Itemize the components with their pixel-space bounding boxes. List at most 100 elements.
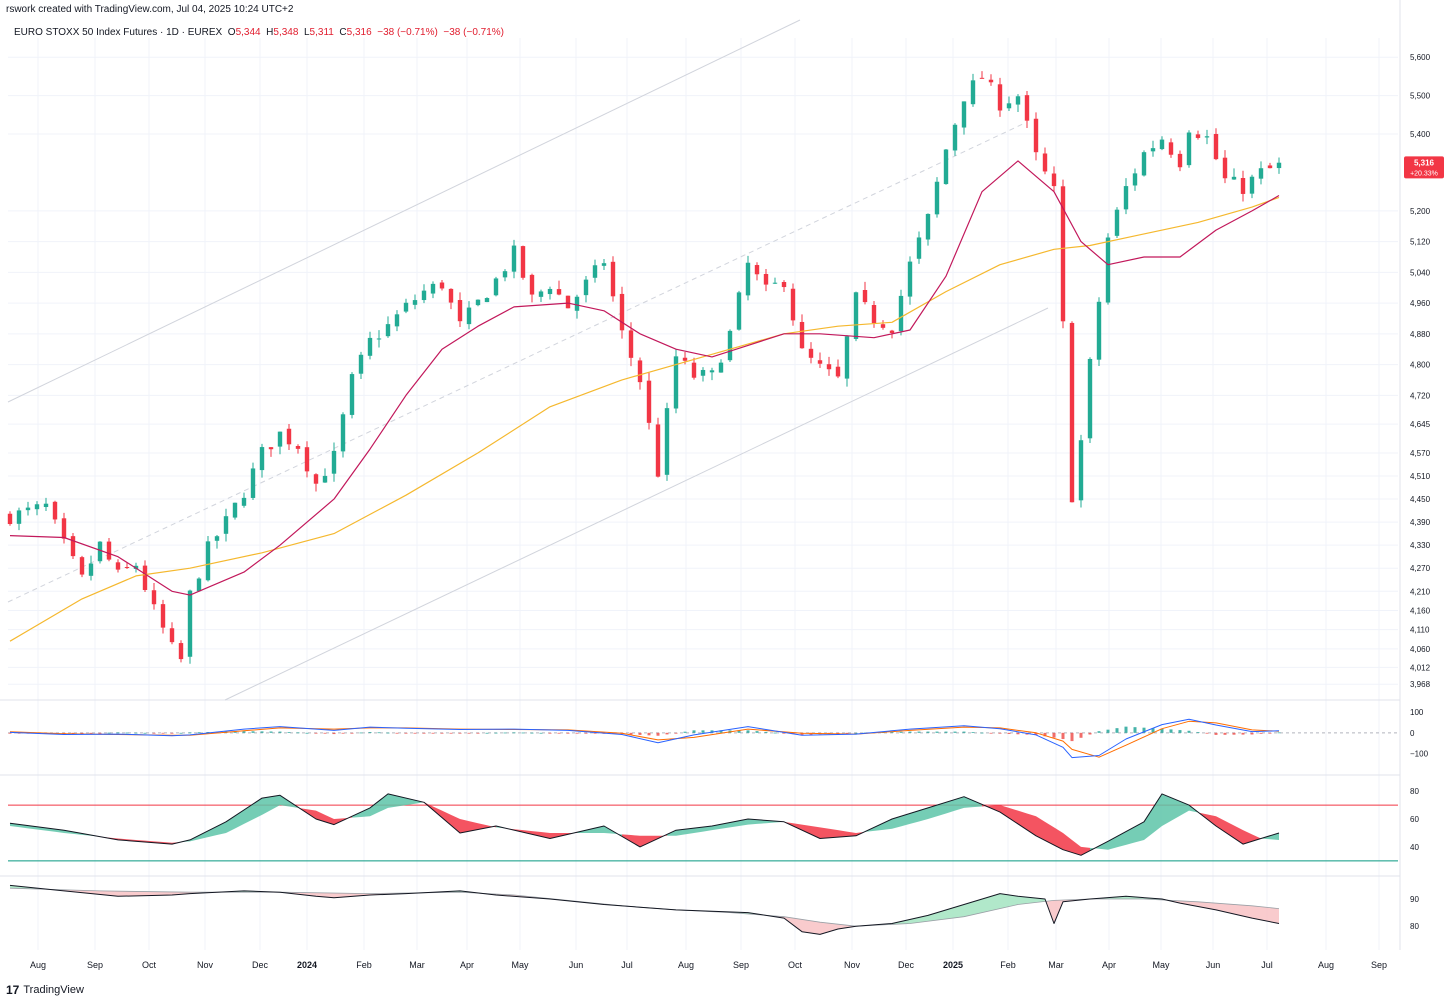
macd-histogram-bar <box>98 732 102 734</box>
macd-histogram-bar <box>1079 732 1083 738</box>
candle-body <box>637 360 643 383</box>
breadth-fill-segment <box>1207 902 1216 910</box>
candle-body <box>223 516 229 534</box>
price-axis-tick-label: 3,968 <box>1410 680 1431 689</box>
candle-body <box>943 149 949 185</box>
candle-body <box>313 474 319 484</box>
macd-histogram-bar <box>359 732 363 734</box>
candle-body <box>763 273 769 285</box>
macd-histogram-bar <box>764 731 768 733</box>
candle-body <box>259 447 265 471</box>
macd-histogram-bar <box>116 732 120 734</box>
macd-histogram-bar <box>719 730 723 733</box>
macd-histogram-bar <box>737 730 741 733</box>
candle-body <box>277 431 283 447</box>
candle-body <box>520 246 526 278</box>
candle-body <box>1132 173 1138 186</box>
x-axis-tick-label: Jun <box>1206 960 1221 970</box>
x-axis-tick-label: Dec <box>898 960 915 970</box>
candle-body <box>880 324 886 328</box>
candle-body <box>115 562 121 570</box>
macd-histogram-bar <box>1124 726 1128 733</box>
candle-body <box>187 590 193 657</box>
price-axis-tick-label: 5,600 <box>1410 53 1431 62</box>
rsi-fill-segment <box>1252 834 1261 842</box>
candle-body <box>547 288 553 295</box>
rsi-line <box>9 793 1280 856</box>
candle-body <box>25 507 31 511</box>
macd-histogram-bar <box>1259 732 1263 734</box>
symbol-legend[interactable]: EURO STOXX 50 Index Futures · 1D · EUREX… <box>14 27 504 38</box>
macd-histogram-bar <box>692 730 696 733</box>
candle-body <box>70 536 76 557</box>
macd-histogram-bar <box>1250 732 1254 735</box>
rsi-axis-tick-label: 60 <box>1410 815 1419 824</box>
price-axis-tick-label: 4,880 <box>1410 330 1431 339</box>
candle-body <box>61 518 67 539</box>
macd-histogram-bar <box>1142 727 1146 733</box>
candle-body <box>1051 173 1057 187</box>
candle-body <box>979 77 985 79</box>
macd-histogram-bar <box>143 732 147 734</box>
channel-upper-line <box>7 19 801 403</box>
macd-histogram-bar <box>962 731 966 733</box>
macd-histogram-bar <box>125 732 129 734</box>
candle-body <box>889 330 895 333</box>
macd-histogram-bar <box>647 732 651 736</box>
candle-body <box>853 292 859 339</box>
x-axis-tick-label: Sep <box>1371 960 1387 970</box>
rsi-fill-segment <box>370 800 379 817</box>
macd-histogram-bar <box>206 732 210 733</box>
candle-body <box>1069 322 1075 503</box>
macd-histogram-bar <box>80 732 84 734</box>
candle-body <box>682 357 688 361</box>
last-price-change: +20.33% <box>1410 170 1438 177</box>
candle-body <box>772 282 778 284</box>
x-axis-tick-label: Oct <box>788 960 803 970</box>
candle-body <box>142 565 148 590</box>
macd-histogram-bar <box>593 732 597 734</box>
macd-histogram-bar <box>278 731 282 733</box>
x-axis-tick-label: Sep <box>87 960 103 970</box>
candle-body <box>799 321 805 349</box>
breadth-fill-segment <box>1225 903 1234 914</box>
breadth-fill-segment <box>136 891 145 896</box>
macd-histogram-bar <box>332 732 336 735</box>
breadth-fill-segment <box>1180 900 1189 905</box>
rsi-fill-segment <box>1081 846 1090 856</box>
candle-body <box>304 447 310 472</box>
x-axis-tick-label: Mar <box>1048 960 1064 970</box>
macd-histogram-bar <box>584 732 588 734</box>
candle-body <box>1078 440 1084 501</box>
candle-body <box>250 468 256 498</box>
rsi-fill-segment <box>874 823 883 831</box>
macd-histogram-bar <box>665 732 669 735</box>
candle-body <box>1168 142 1174 155</box>
rsi-fill-segment <box>280 795 289 807</box>
candle-body <box>529 274 535 295</box>
rsi-fill-segment <box>1027 813 1036 836</box>
breadth-fill-segment <box>901 919 910 924</box>
breadth-fill-segment <box>964 901 973 917</box>
price-axis-tick-label: 5,200 <box>1410 207 1431 216</box>
candle-body <box>1024 95 1030 121</box>
rsi-fill-segment <box>199 830 208 840</box>
x-axis-tick-label: Feb <box>1000 960 1016 970</box>
rsi-fill-segment <box>253 798 262 820</box>
breadth-fill-segment <box>973 899 982 915</box>
macd-histogram-bar <box>1214 732 1218 735</box>
macd-histogram-bar <box>404 732 408 734</box>
candle-body <box>160 604 166 628</box>
candle-body <box>124 567 130 569</box>
candle-body <box>727 330 733 361</box>
candle-body <box>1186 132 1192 166</box>
macd-histogram-bar <box>314 732 318 734</box>
rsi-fill-segment <box>271 795 280 810</box>
rsi-fill-segment <box>217 821 226 836</box>
macd-histogram-bar <box>377 732 381 734</box>
candle-body <box>754 265 760 275</box>
candle-body <box>196 578 202 592</box>
macd-histogram-bar <box>107 732 111 734</box>
rsi-fill-segment <box>703 826 712 832</box>
